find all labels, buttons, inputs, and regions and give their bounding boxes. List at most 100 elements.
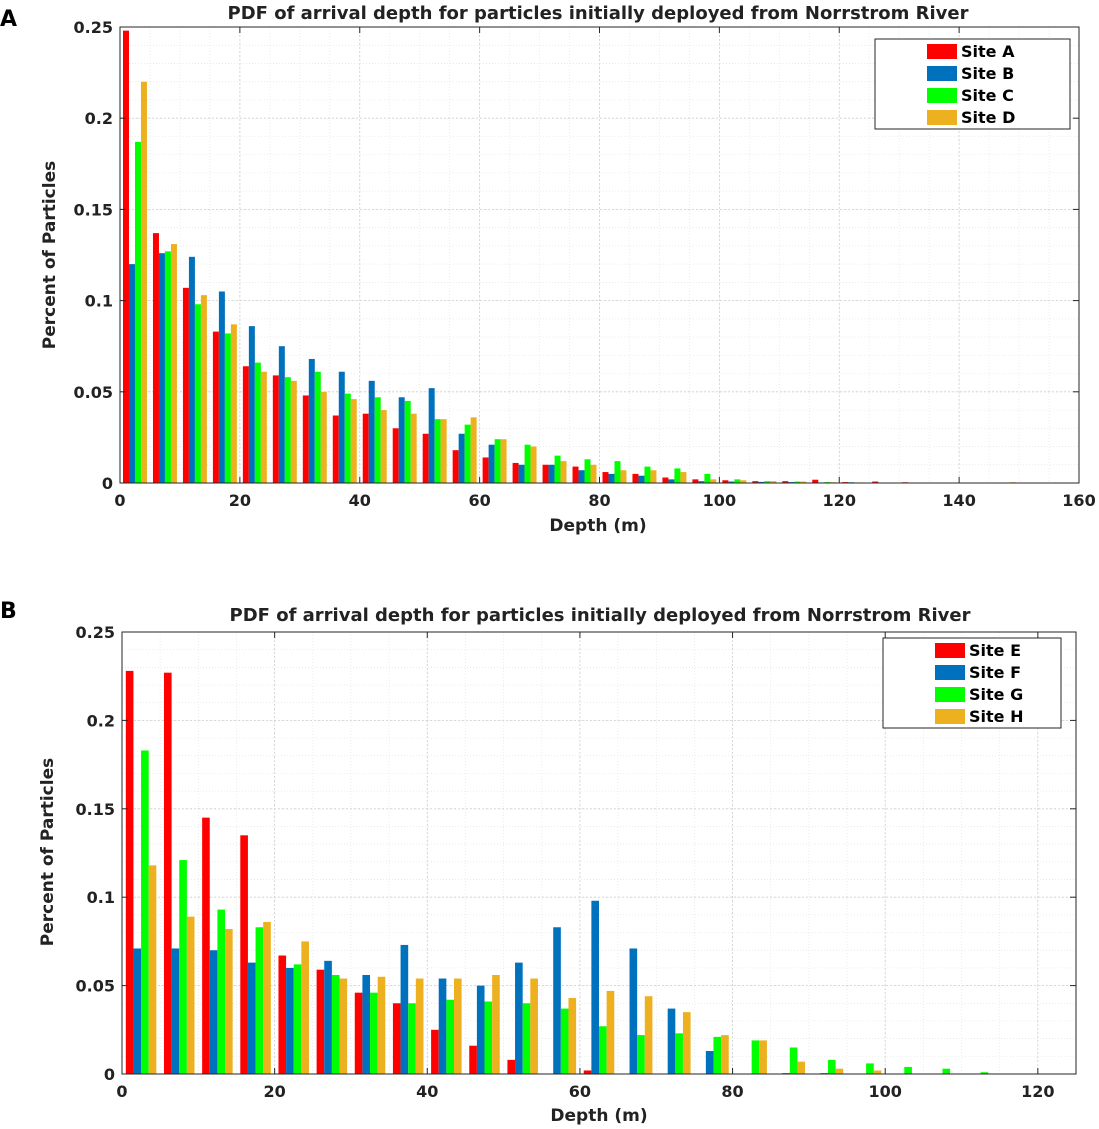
bar-site-g	[293, 964, 302, 1074]
bar-site-f	[171, 948, 180, 1074]
y-axis-label-b: Percent of Particles	[38, 758, 58, 947]
x-tick-label: 0	[116, 1082, 127, 1101]
bar-site-d	[440, 419, 447, 483]
bar-site-f	[324, 960, 332, 1074]
legend-label-site-a: Site A	[961, 42, 1015, 61]
bar-site-g	[331, 974, 340, 1074]
bar-site-e	[583, 1070, 592, 1074]
bar-site-g	[408, 1003, 416, 1074]
bar-site-c	[344, 393, 351, 483]
bar-site-g	[942, 1068, 951, 1074]
y-tick-label: 0.2	[85, 109, 113, 128]
bar-site-d	[350, 399, 357, 483]
y-tick-label: 0.15	[76, 800, 115, 819]
bar-site-e	[392, 1003, 401, 1074]
bar-site-e	[202, 817, 210, 1074]
bar-site-c	[434, 419, 441, 483]
bar-site-c	[464, 424, 471, 483]
bar-site-a	[512, 462, 519, 483]
y-tick-label: 0.1	[85, 292, 113, 311]
bar-site-c	[314, 371, 321, 483]
bar-site-d	[140, 81, 147, 483]
bar-site-h	[606, 990, 615, 1074]
bar-site-c	[554, 455, 561, 483]
bar-site-h	[644, 996, 653, 1074]
bar-site-a	[722, 480, 729, 483]
bar-site-a	[362, 413, 369, 483]
bar-site-b	[608, 473, 615, 483]
bar-site-d	[410, 413, 417, 483]
x-tick-label: 100	[868, 1082, 901, 1101]
legend-label-site-b: Site B	[961, 64, 1014, 83]
bar-site-d	[470, 417, 477, 483]
bar-site-a	[272, 375, 279, 483]
bar-site-g	[866, 1063, 874, 1074]
bar-site-a	[392, 428, 399, 483]
bar-site-f	[515, 962, 523, 1074]
bar-site-d	[770, 481, 777, 483]
bar-site-d	[590, 464, 597, 483]
bar-site-c	[164, 251, 171, 483]
legend-swatch-site-d	[927, 110, 957, 125]
bar-site-a	[572, 466, 579, 483]
bar-site-d	[320, 391, 327, 483]
y-tick-label: 0.25	[76, 623, 115, 642]
bar-site-g	[522, 1003, 531, 1074]
bar-site-b	[668, 479, 675, 483]
bar-site-a	[872, 481, 879, 483]
bar-site-c	[584, 459, 591, 483]
bar-site-g	[599, 1026, 607, 1074]
bar-site-g	[141, 750, 149, 1074]
bar-site-a	[242, 366, 249, 483]
bar-site-d	[740, 480, 747, 483]
panel-letter-b: B	[0, 599, 17, 624]
bar-site-h	[301, 941, 309, 1074]
bar-site-c	[194, 304, 201, 483]
bar-site-h	[415, 978, 424, 1074]
bar-site-f	[247, 962, 256, 1074]
bar-site-e	[125, 670, 134, 1074]
bar-site-e	[354, 992, 363, 1074]
bar-site-d	[260, 371, 267, 483]
bar-site-a	[482, 457, 489, 483]
bar-site-a	[812, 479, 819, 483]
y-axis-label-a: Percent of Particles	[40, 161, 60, 350]
x-tick-label: 20	[229, 491, 251, 510]
bar-site-b	[728, 481, 735, 483]
bar-site-g	[751, 1040, 760, 1074]
bar-site-c	[734, 479, 741, 483]
x-tick-label: 60	[468, 491, 490, 510]
bar-site-a	[632, 473, 639, 483]
bar-site-a	[752, 481, 759, 483]
legend-swatch-site-b	[927, 66, 957, 81]
bar-site-c	[284, 377, 291, 483]
bar-site-c	[614, 461, 621, 483]
legend-swatch-site-g	[935, 687, 965, 702]
bar-site-g	[179, 860, 187, 1074]
panel-letter-a: A	[0, 7, 17, 32]
bar-site-b	[428, 388, 435, 483]
chart-panel-b: B PDF of arrival depth for particles ini…	[0, 599, 1077, 1126]
x-tick-label: 0	[114, 491, 125, 510]
bar-site-g	[827, 1059, 836, 1074]
bar-site-a	[452, 450, 459, 483]
y-tick-label: 0.25	[74, 18, 113, 37]
bar-site-g	[904, 1066, 912, 1074]
bar-site-d	[800, 481, 807, 483]
y-tick-label: 0.05	[74, 383, 113, 402]
bar-site-b	[488, 444, 495, 483]
bar-site-f	[286, 967, 294, 1074]
bar-site-c	[224, 333, 231, 483]
bar-site-c	[794, 481, 801, 483]
chart-title-a: PDF of arrival depth for particles initi…	[228, 3, 969, 24]
x-tick-label: 160	[1062, 491, 1095, 510]
bar-site-a	[122, 30, 129, 483]
bar-site-e	[316, 969, 325, 1074]
x-tick-label: 120	[1021, 1082, 1054, 1101]
bar-site-g	[637, 1035, 645, 1074]
bar-site-g	[484, 1001, 493, 1074]
bar-site-h	[682, 1012, 691, 1074]
bar-site-c	[704, 473, 711, 483]
bar-site-h	[263, 921, 271, 1074]
bar-site-a	[422, 433, 429, 483]
